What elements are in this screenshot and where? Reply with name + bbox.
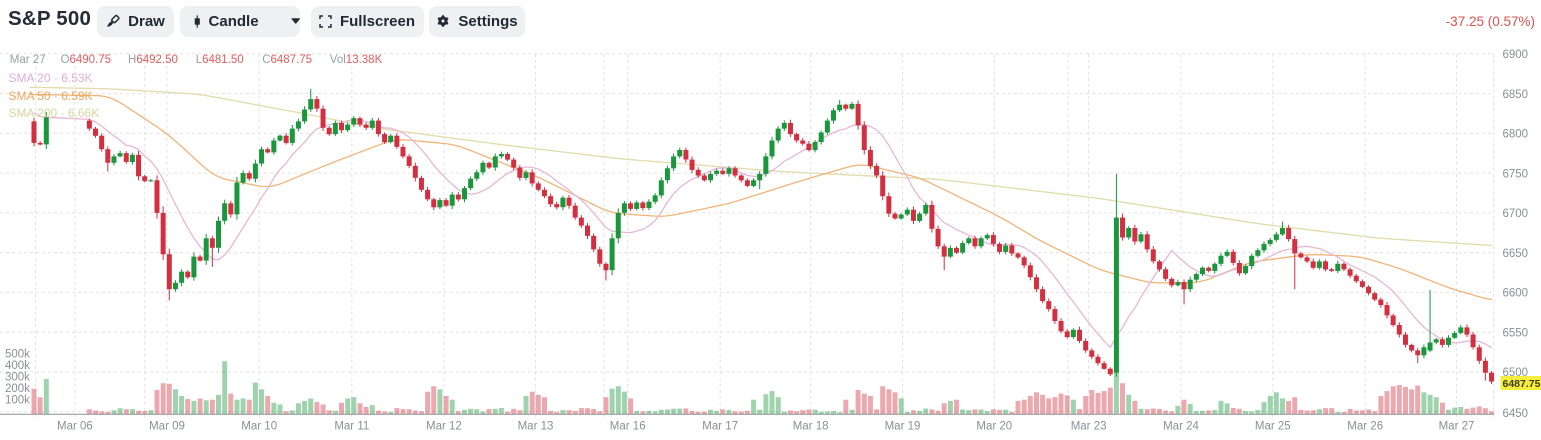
svg-text:300k: 300k (5, 372, 30, 384)
svg-text:Mar 13: Mar 13 (518, 421, 554, 433)
svg-text:Mar 09: Mar 09 (149, 421, 185, 433)
svg-text:Mar 12: Mar 12 (426, 421, 462, 433)
svg-text:Mar 23: Mar 23 (1071, 421, 1107, 433)
svg-text:6450: 6450 (1503, 408, 1529, 420)
svg-text:Mar 06: Mar 06 (57, 421, 93, 433)
svg-text:Mar 11: Mar 11 (334, 421, 369, 433)
svg-text:500k: 500k (5, 348, 30, 360)
svg-text:Mar 16: Mar 16 (610, 421, 646, 433)
svg-text:200k: 200k (5, 383, 30, 395)
svg-text:100k: 100k (5, 395, 30, 407)
svg-text:6900: 6900 (1503, 49, 1529, 61)
svg-text:Mar 20: Mar 20 (976, 421, 1012, 433)
svg-text:Mar 25: Mar 25 (1255, 421, 1291, 433)
svg-text:6650: 6650 (1503, 248, 1529, 260)
svg-text:Mar 10: Mar 10 (241, 421, 277, 433)
svg-text:6550: 6550 (1503, 327, 1529, 339)
svg-text:6750: 6750 (1503, 168, 1529, 180)
svg-text:Mar 26: Mar 26 (1347, 421, 1383, 433)
svg-text:6800: 6800 (1503, 129, 1529, 141)
svg-text:Mar 19: Mar 19 (885, 421, 921, 433)
svg-text:Mar 18: Mar 18 (793, 421, 829, 433)
svg-text:Mar 17: Mar 17 (702, 421, 738, 433)
svg-text:6850: 6850 (1503, 89, 1529, 101)
svg-text:6700: 6700 (1503, 208, 1529, 220)
svg-text:6600: 6600 (1503, 288, 1529, 300)
svg-text:400k: 400k (5, 360, 30, 372)
svg-text:6487.75: 6487.75 (1503, 378, 1541, 390)
svg-text:Mar 24: Mar 24 (1163, 421, 1199, 433)
svg-text:Mar 27: Mar 27 (1439, 421, 1475, 433)
